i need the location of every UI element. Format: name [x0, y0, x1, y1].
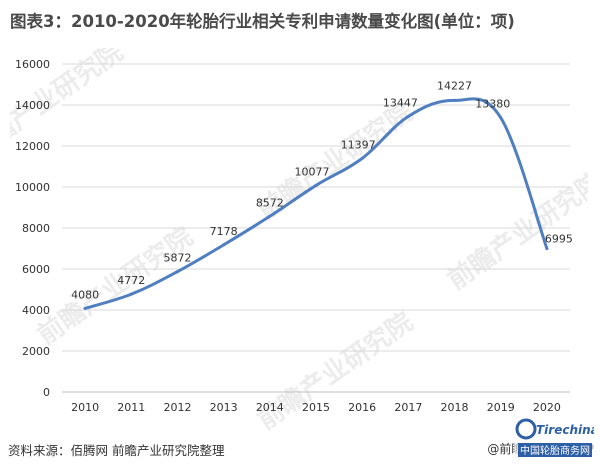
data-label: 5872 [163, 252, 191, 265]
data-label: 4772 [117, 274, 145, 287]
data-point [222, 243, 226, 247]
y-tick-label: 14000 [15, 99, 50, 112]
chart-title: 图表3：2010-2020年轮胎行业相关专利申请数量变化图(单位：项) [10, 12, 515, 31]
data-point [453, 98, 457, 102]
x-tick-label: 2011 [117, 401, 145, 414]
data-label: 13447 [383, 96, 418, 109]
data-label: 7178 [210, 225, 238, 238]
data-label: 8572 [256, 196, 284, 209]
data-point [406, 114, 410, 118]
y-tick-label: 12000 [15, 140, 50, 153]
watermark-text: 前瞻产业研究院 [442, 166, 588, 296]
data-label: 11397 [341, 138, 376, 151]
y-tick-label: 16000 [15, 58, 50, 71]
data-label: 14227 [437, 79, 472, 92]
chart-panel: 前瞻产业研究院 前瞻产业研究院 前瞻产业研究院 前瞻产业研究院 前瞻产业研究院 0 2000… [10, 48, 588, 432]
footer: 资料来源：佰腾网 前瞻产业研究院整理 @前瞻经济学人APP [8, 437, 598, 461]
x-tick-label: 2014 [256, 401, 284, 414]
data-label: 10077 [295, 165, 330, 178]
x-tick-label: 2012 [163, 401, 191, 414]
source-note: 资料来源：佰腾网 前瞻产业研究院整理 [8, 443, 225, 458]
data-label: 13380 [475, 98, 510, 111]
x-tick-label: 2017 [394, 401, 422, 414]
tirechina-logo-subtext: 中国轮胎商务网 [520, 444, 590, 457]
x-tick-label: 2020 [533, 401, 561, 414]
data-label: 6995 [545, 233, 573, 246]
y-tick-label: 8000 [22, 222, 50, 235]
y-tick-label: 6000 [22, 263, 50, 276]
data-point [129, 292, 133, 296]
data-point [175, 270, 179, 274]
data-point [314, 183, 318, 187]
y-tick-label: 10000 [15, 181, 50, 194]
x-tick-label: 2019 [487, 401, 515, 414]
data-point [360, 156, 364, 160]
x-tick-label: 2010 [71, 401, 99, 414]
series-line [83, 97, 549, 310]
tirechina-logo: Tirechina 中国轮胎商务网 [514, 415, 594, 461]
data-point [268, 214, 272, 218]
data-point [545, 247, 549, 251]
data-label: 4080 [71, 288, 99, 301]
tirechina-logo-text: Tirechina [536, 423, 594, 437]
x-tick-label: 2018 [441, 401, 469, 414]
watermark-text: 前瞻产业研究院 [32, 221, 199, 351]
x-tick-label: 2016 [348, 401, 376, 414]
y-tick-label: 2000 [22, 345, 50, 358]
x-tick-label: 2013 [210, 401, 238, 414]
data-point [83, 306, 87, 310]
y-tick-label: 0 [43, 386, 50, 399]
data-point [499, 116, 503, 120]
x-tick-label: 2015 [302, 401, 330, 414]
y-tick-label: 4000 [22, 304, 50, 317]
line-chart: 前瞻产业研究院前瞻产业研究院前瞻产业研究院前瞻产业研究院前瞻产业研究院02000… [10, 48, 588, 432]
